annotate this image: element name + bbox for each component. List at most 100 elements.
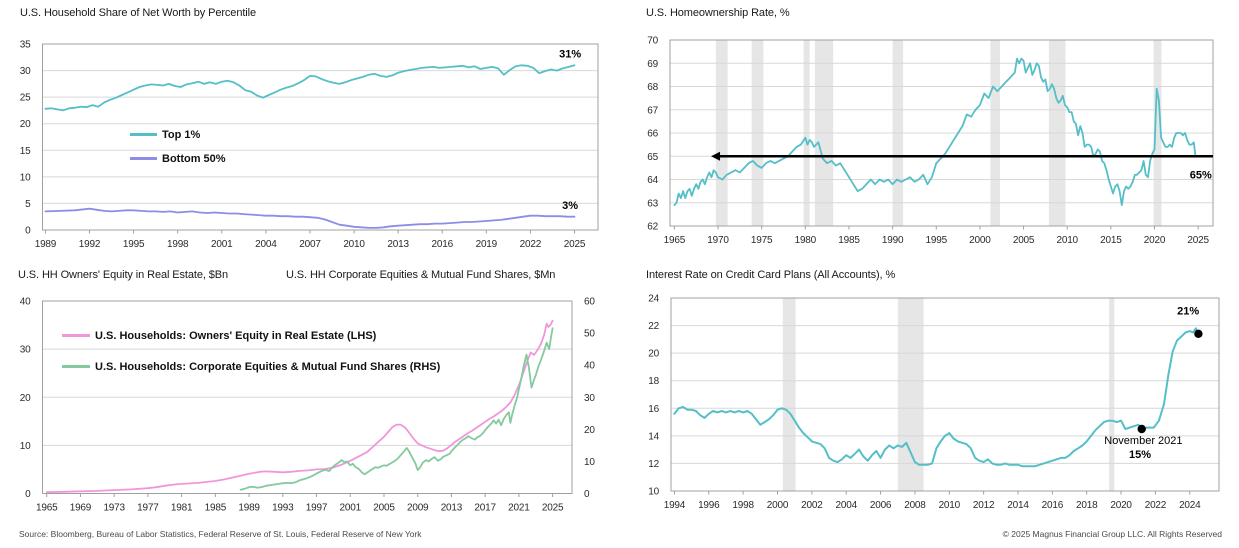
annotation-arrowhead xyxy=(711,151,721,161)
y-tick-label: 10 xyxy=(20,441,31,452)
x-tick-label: 2016 xyxy=(431,239,453,250)
x-tick-label: 2010 xyxy=(343,239,365,250)
equities-line-swatch xyxy=(62,365,90,368)
y-tick-label: 30 xyxy=(20,345,31,356)
y-right-tick-label: 0 xyxy=(584,489,590,500)
x-tick-label: 1989 xyxy=(238,503,260,514)
x-tick-label: 2020 xyxy=(1144,235,1166,246)
annotation-label: 21% xyxy=(1177,306,1199,318)
x-tick-label: 2025 xyxy=(564,239,586,250)
recession-band xyxy=(1109,298,1115,491)
bottom50-line-swatch xyxy=(130,157,157,160)
x-tick-label: 1992 xyxy=(79,239,101,250)
credit-card-plot: 1994 1996 1998 2000 2002 2004 2006 2008 2010 2012… xyxy=(648,294,1220,511)
series-line xyxy=(45,319,554,494)
axis-frame xyxy=(42,43,599,231)
x-tick-label: 2024 xyxy=(1179,500,1201,511)
y-tick-label: 30 xyxy=(20,66,31,77)
x-tick-label: 2015 xyxy=(1100,235,1122,246)
x-tick-label: 2017 xyxy=(474,503,496,514)
axis-frame xyxy=(42,300,573,494)
x-tick-label: 2014 xyxy=(1007,500,1029,511)
legend-label: U.S. Households: Owners' Equity in Real … xyxy=(95,329,377,342)
chart-credit-card-rate: Interest Rate on Credit Card Plans (All … xyxy=(620,258,1239,528)
recession-band xyxy=(782,298,796,491)
chart-net-worth-share: U.S. Household Share of Net Worth by Per… xyxy=(0,0,619,256)
y-tick-label: 20 xyxy=(648,349,659,360)
legend-label: Bottom 50% xyxy=(162,152,226,165)
x-tick-label: 1965 xyxy=(36,503,58,514)
x-tick-label: 1969 xyxy=(70,503,92,514)
x-tick-label: 1998 xyxy=(732,500,754,511)
y-tick-label: 67 xyxy=(647,105,658,116)
x-tick-label: 2010 xyxy=(1056,235,1078,246)
y-tick-label: 40 xyxy=(20,297,31,308)
annotation-dot xyxy=(1137,424,1146,434)
x-tick-label: 2018 xyxy=(1076,500,1098,511)
x-tick-label: 2001 xyxy=(340,503,362,514)
y-tick-label: 10 xyxy=(20,172,31,183)
legend-item-real-estate: U.S. Households: Owners' Equity in Real … xyxy=(62,329,440,342)
x-tick-label: 1965 xyxy=(664,235,686,246)
x-tick-label: 1995 xyxy=(926,235,948,246)
y-right-tick-label: 10 xyxy=(584,457,595,468)
axis-frame xyxy=(670,297,1220,492)
x-tick-label: 2004 xyxy=(835,500,857,511)
chart-title-right-axis: U.S. HH Corporate Equities & Mutual Fund… xyxy=(286,269,556,281)
legend: U.S. Households: Owners' Equity in Real … xyxy=(62,329,440,373)
source-note: Source: Bloomberg, Bureau of Labor Stati… xyxy=(19,529,422,539)
x-tick-label: 2020 xyxy=(1110,500,1132,511)
x-tick-label: 2000 xyxy=(969,235,991,246)
x-tick-label: 1981 xyxy=(171,503,193,514)
x-tick-label: 1996 xyxy=(698,500,720,511)
y-tick-label: 62 xyxy=(647,222,658,233)
legend: Top 1% Bottom 50% xyxy=(130,128,226,165)
x-tick-label: 1970 xyxy=(707,235,729,246)
x-tick-label: 2021 xyxy=(508,503,530,514)
x-tick-label: 1994 xyxy=(664,500,686,511)
y-tick-label: 70 xyxy=(647,36,658,47)
legend-label: U.S. Households: Corporate Equities & Mu… xyxy=(95,360,441,373)
homeownership-plot: 1965 1970 1975 1980 1985 1990 1995 2000 2005 2010… xyxy=(647,36,1214,246)
y-tick-label: 24 xyxy=(648,294,659,305)
x-tick-label: 1977 xyxy=(137,503,159,514)
y-tick-label: 18 xyxy=(648,376,659,387)
x-tick-label: 2005 xyxy=(373,503,395,514)
y-tick-label: 5 xyxy=(25,199,31,210)
legend-item-equities: U.S. Households: Corporate Equities & Mu… xyxy=(62,360,440,373)
x-tick-label: 1997 xyxy=(306,503,328,514)
x-tick-label: 2025 xyxy=(1187,235,1209,246)
chart-title: Interest Rate on Credit Card Plans (All … xyxy=(646,269,896,281)
x-tick-label: 2000 xyxy=(767,500,789,511)
y-tick-label: 14 xyxy=(648,431,659,442)
x-tick-label: 2025 xyxy=(542,503,564,514)
x-tick-label: 2019 xyxy=(476,239,498,250)
x-tick-label: 2004 xyxy=(255,239,277,250)
x-tick-label: 2022 xyxy=(520,239,542,250)
x-tick-label: 2016 xyxy=(1042,500,1064,511)
series-line xyxy=(673,57,1197,207)
axis-frame xyxy=(669,39,1214,227)
x-tick-label: 1990 xyxy=(882,235,904,246)
x-tick-label: 2012 xyxy=(973,500,995,511)
legend-label: Top 1% xyxy=(162,128,201,141)
chart-title: U.S. Household Share of Net Worth by Per… xyxy=(20,7,256,19)
x-tick-label: 2009 xyxy=(407,503,429,514)
legend-item-bottom50: Bottom 50% xyxy=(130,152,226,165)
x-tick-label: 2022 xyxy=(1145,500,1167,511)
x-tick-label: 2013 xyxy=(387,239,409,250)
y-tick-label: 0 xyxy=(25,489,31,500)
x-tick-label: 1973 xyxy=(103,503,125,514)
legend-item-top1: Top 1% xyxy=(130,128,226,141)
annotation-label: 15% xyxy=(1129,449,1151,461)
y-right-tick-label: 60 xyxy=(584,297,595,308)
y-tick-label: 16 xyxy=(648,404,659,415)
y-tick-label: 68 xyxy=(647,82,658,93)
chart-title-left-axis: U.S. HH Owners' Equity in Real Estate, $… xyxy=(18,269,229,281)
chart-title: U.S. Homeownership Rate, % xyxy=(646,7,790,19)
x-tick-label: 2010 xyxy=(939,500,961,511)
net-worth-share-plot: 1989 1992 1995 1998 2001 2004 2007 2010 2013 2016… xyxy=(20,40,599,250)
annotation-label: 3% xyxy=(562,200,578,212)
x-tick-label: 1995 xyxy=(123,239,145,250)
x-tick-label: 1980 xyxy=(795,235,817,246)
